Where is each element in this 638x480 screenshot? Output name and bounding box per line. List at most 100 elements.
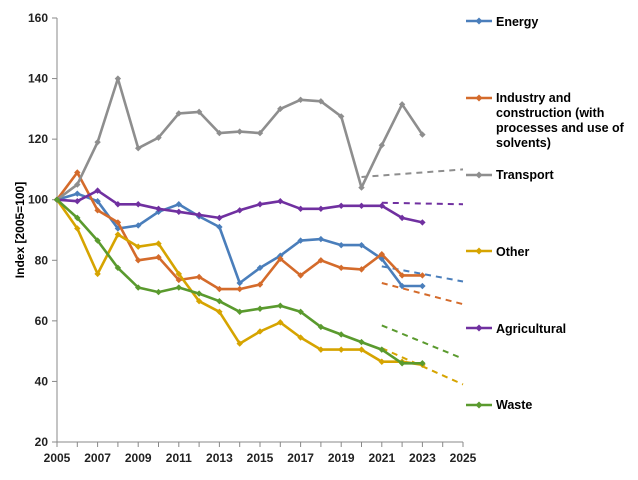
data-point bbox=[216, 285, 223, 293]
data-point bbox=[358, 184, 365, 191]
data-point bbox=[277, 105, 284, 113]
data-point bbox=[135, 201, 142, 208]
data-point bbox=[419, 131, 426, 138]
data-point bbox=[94, 270, 101, 278]
data-point bbox=[297, 96, 304, 103]
x-tick-label: 2023 bbox=[409, 451, 436, 465]
data-point bbox=[175, 270, 182, 278]
data-point bbox=[378, 251, 385, 258]
data-point bbox=[114, 75, 122, 82]
projection-line-4 bbox=[381, 201, 464, 206]
projection-line-1 bbox=[381, 282, 464, 306]
legend-label-waste: Waste bbox=[496, 398, 533, 412]
legend-label-transport: Transport bbox=[496, 168, 554, 182]
legend-marker-4 bbox=[475, 324, 483, 332]
data-point bbox=[74, 190, 81, 197]
data-point bbox=[236, 128, 243, 135]
data-point bbox=[155, 240, 162, 247]
legend-marker-0 bbox=[475, 17, 483, 25]
data-point bbox=[398, 282, 406, 290]
data-point bbox=[338, 346, 345, 353]
data-point bbox=[419, 219, 426, 226]
data-point bbox=[378, 358, 385, 365]
data-point bbox=[74, 198, 81, 205]
y-tick-label: 60 bbox=[35, 314, 49, 328]
data-point bbox=[114, 264, 122, 272]
y-tick-label: 140 bbox=[28, 72, 48, 86]
data-point bbox=[135, 145, 142, 152]
data-point bbox=[114, 231, 122, 238]
data-point bbox=[358, 338, 365, 346]
x-tick-label: 2011 bbox=[166, 451, 192, 465]
y-tick-label: 120 bbox=[28, 132, 48, 146]
data-point bbox=[378, 202, 385, 209]
data-point bbox=[338, 331, 345, 338]
legend-label-agricultural: Agricultural bbox=[496, 322, 567, 336]
x-tick-label: 2007 bbox=[84, 451, 111, 465]
data-point bbox=[216, 297, 223, 305]
data-point bbox=[175, 284, 182, 291]
data-point bbox=[277, 319, 284, 326]
data-point bbox=[216, 223, 223, 231]
data-point bbox=[358, 241, 365, 249]
data-point bbox=[236, 279, 243, 287]
projection-line-5 bbox=[381, 324, 464, 360]
data-point bbox=[195, 290, 203, 297]
y-tick-label: 20 bbox=[35, 435, 49, 449]
data-point bbox=[135, 257, 142, 264]
data-point bbox=[297, 272, 304, 279]
data-point bbox=[216, 214, 223, 222]
data-point bbox=[175, 208, 182, 216]
data-point bbox=[74, 181, 81, 188]
y-tick-label: 40 bbox=[35, 374, 49, 388]
data-point bbox=[94, 198, 101, 205]
legend-marker-2 bbox=[475, 171, 483, 179]
data-point bbox=[195, 273, 203, 281]
data-point bbox=[216, 129, 223, 137]
data-point bbox=[297, 237, 304, 244]
y-tick-label: 80 bbox=[35, 253, 49, 267]
data-point bbox=[74, 225, 81, 232]
data-point bbox=[114, 219, 122, 226]
data-point bbox=[155, 254, 162, 261]
series-lines bbox=[53, 75, 426, 368]
legend-label-other: Other bbox=[496, 245, 530, 259]
data-point bbox=[277, 302, 284, 309]
data-point bbox=[256, 305, 264, 312]
x-tick-label: 2005 bbox=[44, 451, 71, 465]
legend-label-energy: Energy bbox=[496, 15, 539, 29]
chart-axes: 20 40 60 80 100 120 140 160 2005 2007 2009 2011 2013… bbox=[28, 11, 477, 465]
data-point bbox=[358, 346, 365, 353]
data-point bbox=[317, 257, 325, 264]
data-point bbox=[297, 334, 304, 341]
data-point bbox=[338, 241, 345, 249]
data-point bbox=[94, 237, 101, 244]
data-point bbox=[94, 187, 101, 194]
y-tick-label: 160 bbox=[28, 11, 48, 25]
data-point bbox=[74, 169, 81, 176]
data-point bbox=[195, 211, 203, 219]
data-point bbox=[256, 201, 264, 208]
data-point bbox=[155, 288, 162, 296]
x-tick-label: 2009 bbox=[125, 451, 152, 465]
x-tick-label: 2015 bbox=[247, 451, 274, 465]
data-point bbox=[175, 201, 182, 208]
data-point bbox=[155, 205, 162, 212]
data-point bbox=[236, 340, 243, 347]
data-point bbox=[297, 308, 304, 315]
data-point bbox=[256, 328, 264, 335]
data-point bbox=[419, 282, 426, 290]
data-point bbox=[398, 101, 406, 108]
data-point bbox=[195, 297, 203, 305]
data-point bbox=[236, 285, 243, 293]
data-point bbox=[338, 202, 345, 209]
data-point bbox=[135, 243, 142, 250]
data-point bbox=[378, 255, 385, 262]
y-axis-label: Index [2005=100] bbox=[13, 182, 27, 278]
data-point bbox=[175, 110, 182, 117]
data-point bbox=[398, 360, 406, 367]
legend-markers bbox=[466, 17, 492, 409]
data-point bbox=[277, 255, 284, 262]
data-point bbox=[74, 214, 81, 222]
